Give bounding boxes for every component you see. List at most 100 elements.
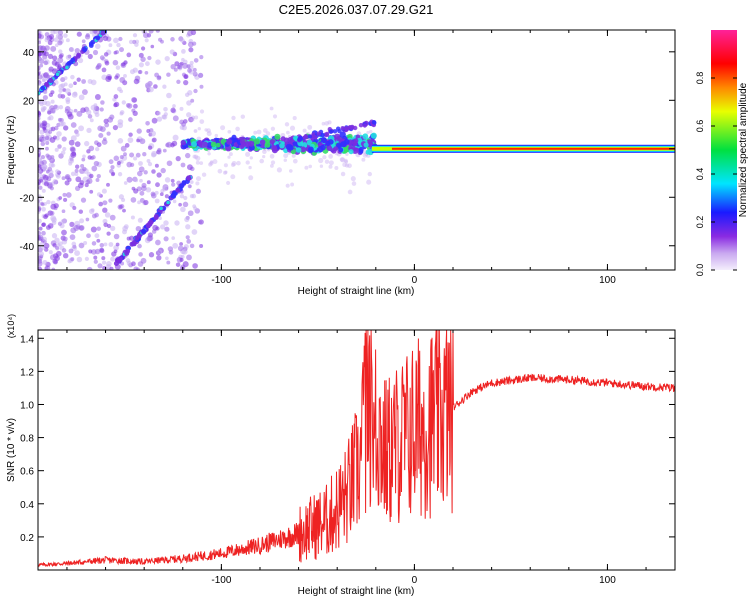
spectral-point	[132, 110, 138, 117]
spectral-point	[175, 262, 181, 267]
spectral-point	[270, 126, 276, 131]
spectral-point	[190, 98, 195, 103]
colorbar: 0.0 0.2 0.4 0.6 0.8 Normalized spectral ampl…	[695, 30, 749, 276]
spectral-point	[199, 161, 204, 165]
spectral-point	[54, 147, 59, 152]
spectral-point	[114, 75, 119, 80]
spectral-point	[153, 84, 158, 89]
spectral-point	[163, 236, 169, 242]
spectral-point	[121, 197, 126, 203]
spectral-point	[38, 251, 45, 257]
spectral-point	[77, 182, 84, 189]
spectral-point	[226, 138, 233, 145]
spectral-point	[99, 55, 105, 61]
spectral-point	[41, 206, 46, 212]
spectral-point	[151, 137, 157, 143]
spectral-point	[358, 149, 364, 154]
spectral-point	[90, 226, 97, 233]
spectral-point	[150, 191, 156, 197]
spectral-point	[102, 137, 107, 141]
spectral-point	[114, 50, 119, 55]
spectral-point	[57, 40, 63, 46]
spectral-point	[175, 155, 181, 162]
spectral-point	[348, 149, 354, 155]
spectral-point	[148, 30, 154, 34]
spectral-point	[334, 166, 339, 170]
spectral-point	[124, 250, 130, 256]
spectral-point	[55, 173, 61, 179]
spectral-point	[38, 134, 43, 140]
spectral-point	[38, 255, 43, 262]
spectral-point	[101, 67, 107, 73]
spectral-point	[193, 58, 199, 63]
spectral-point	[159, 224, 166, 230]
spectral-point	[271, 145, 278, 152]
spectral-point	[38, 74, 43, 80]
spectral-point	[184, 92, 190, 98]
spectral-point	[139, 138, 146, 145]
spectrogram-frame	[37, 29, 676, 271]
spectral-point	[186, 239, 192, 244]
spectral-point	[344, 127, 349, 132]
spectral-point	[186, 254, 192, 261]
spectral-point	[137, 170, 143, 177]
spectral-point	[143, 32, 149, 39]
spectral-point	[325, 140, 331, 147]
spectral-point	[101, 256, 106, 261]
spectral-point	[63, 33, 68, 38]
spectral-point	[122, 208, 126, 213]
spectral-point	[327, 120, 332, 125]
spectral-point	[344, 160, 349, 164]
spectral-point	[137, 200, 141, 205]
spectral-point	[101, 139, 108, 145]
spectral-point	[290, 182, 295, 187]
spectral-point	[62, 252, 69, 259]
spectral-point	[109, 214, 116, 221]
spectral-point	[78, 242, 85, 249]
spectral-point	[119, 110, 125, 115]
spectral-point	[180, 162, 186, 168]
spectral-point	[42, 236, 47, 242]
spectral-point	[158, 37, 163, 42]
spectral-point	[144, 70, 149, 75]
spectral-point	[366, 130, 370, 135]
spectral-point	[79, 218, 85, 224]
spectral-point	[347, 163, 352, 169]
spectral-point	[133, 266, 139, 270]
spectral-point	[90, 79, 97, 86]
spectral-point	[87, 155, 92, 160]
spectral-point	[214, 133, 219, 138]
spectral-point	[180, 38, 185, 43]
spectral-point	[141, 228, 147, 234]
spectral-point	[39, 63, 44, 68]
spectral-point	[226, 180, 231, 185]
spectral-point	[142, 152, 147, 157]
colorbar-tick-label: 0.6	[695, 120, 705, 133]
spectral-point	[48, 130, 53, 134]
spectral-point	[82, 154, 86, 159]
spectral-point	[195, 188, 202, 194]
spectral-point	[155, 182, 160, 188]
spectral-point	[280, 136, 286, 142]
spectral-point	[43, 181, 49, 187]
spectral-point	[38, 40, 42, 45]
spectral-point	[285, 183, 290, 188]
spectral-point	[347, 133, 353, 140]
spectral-point	[324, 159, 330, 164]
spectral-point	[41, 188, 46, 193]
spectral-point	[286, 130, 290, 135]
spectral-point	[193, 88, 198, 94]
spectral-point	[175, 187, 181, 193]
spectral-point	[193, 154, 199, 160]
spectral-point	[40, 141, 46, 147]
spectral-point	[41, 120, 48, 127]
spectral-point	[162, 114, 168, 120]
spectral-point	[83, 240, 88, 246]
spectral-point	[166, 260, 171, 265]
spectral-point	[101, 260, 107, 265]
spectral-point	[68, 139, 75, 146]
spectral-point	[155, 30, 160, 33]
spectral-point	[170, 142, 175, 148]
spectral-point	[166, 72, 171, 77]
